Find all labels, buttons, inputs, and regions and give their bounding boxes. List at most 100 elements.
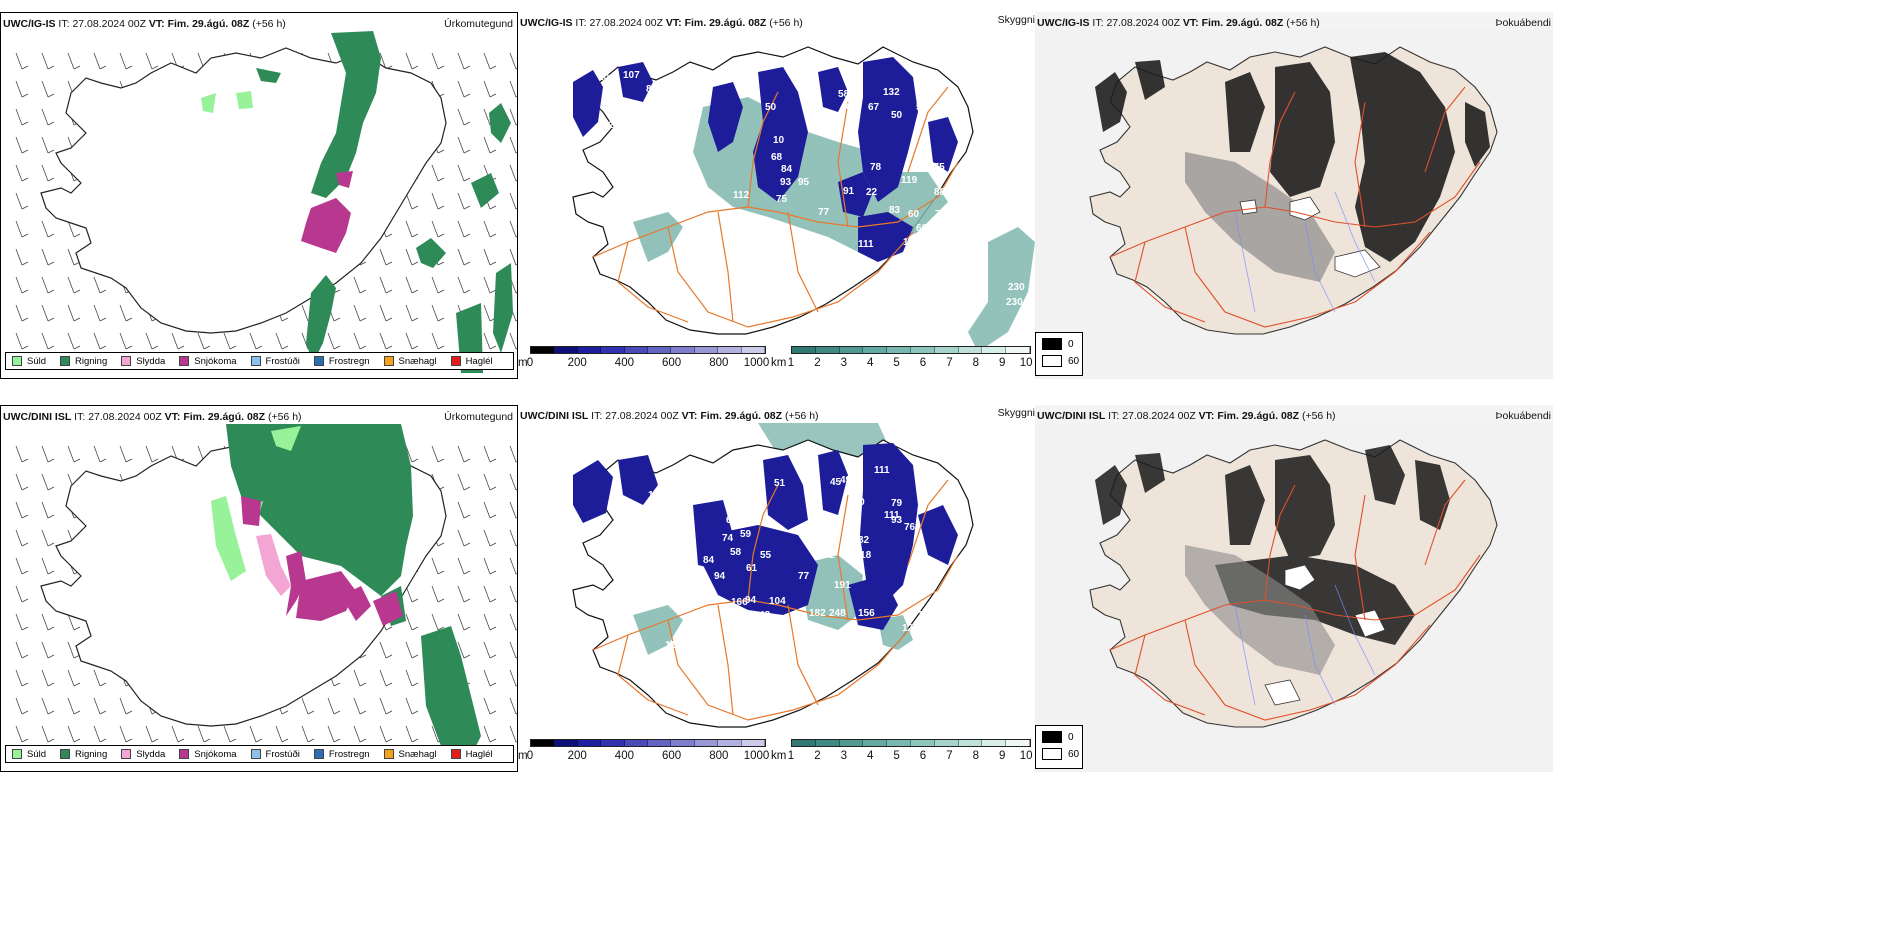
visibility-value-label: 61 — [746, 563, 758, 574]
init-time: 27.08.2024 00Z — [605, 410, 679, 422]
init-label: IT: — [591, 410, 603, 422]
visibility-value-label: 107 — [623, 70, 640, 81]
visibility-value-label: 69 — [726, 515, 738, 526]
visibility-value-label: 45 — [830, 477, 842, 488]
tick-label: 2 — [814, 750, 821, 762]
tick-label: 10 — [1019, 357, 1033, 369]
valid-label: VT: — [1198, 410, 1215, 422]
visibility-value-label: 119 — [901, 175, 918, 186]
rain-swatch — [60, 356, 71, 366]
visibility-value-label: 87 — [919, 493, 931, 504]
visibility-value-label: 202 — [818, 550, 835, 561]
model-name: UWC/IG-IS — [520, 17, 573, 29]
legend-label: Rigning — [75, 355, 108, 367]
road-network — [1109, 479, 1481, 721]
tick-label: 10 — [1019, 750, 1033, 762]
visibility-value-label: 100 — [598, 448, 615, 459]
road-network — [592, 86, 959, 328]
tick-label: 200 — [567, 357, 587, 369]
snow-area — [301, 171, 353, 253]
freezing-drizzle-swatch — [250, 749, 261, 759]
visibility-value-label: 132 — [883, 87, 900, 98]
legend-item: Snjókoma — [179, 356, 237, 367]
legend-item: Rigning — [60, 356, 107, 367]
freezing-rain-swatch — [313, 356, 324, 366]
rain-area — [226, 424, 481, 756]
visibility-value-label: 72 — [675, 192, 687, 203]
tick-label: 800 — [709, 750, 729, 762]
valid-label: VT: — [164, 411, 181, 423]
legend-item: Snæhagl — [383, 356, 437, 367]
valid-time: Fim. 29.ágú. 08Z — [167, 18, 250, 30]
legend-item: Frostregn — [313, 749, 370, 760]
visibility-value-label: 230 — [1006, 297, 1023, 308]
legend-row: 60 — [1042, 355, 1079, 367]
visibility-value-label: 10 — [598, 72, 610, 83]
visibility-value-label: 111 — [858, 239, 874, 250]
model-name: UWC/IG-IS — [1037, 17, 1090, 29]
legend-item: Snæhagl — [383, 749, 437, 760]
height-unit: m — [518, 357, 528, 369]
lead-time: (+56 h) — [769, 17, 803, 29]
visibility-colorbar: km 1 2 3 4 5 6 7 8 9 10 — [771, 344, 1035, 374]
visibility-value-label: 51 — [774, 478, 786, 489]
visibility-value-label: 66 — [916, 223, 928, 234]
legend-label: 0 — [1068, 338, 1074, 350]
visibility-value-label: 118 — [665, 640, 682, 651]
init-label: IT: — [575, 17, 587, 29]
visibility-value-label: 77 — [798, 571, 810, 582]
height-unit: m — [518, 750, 528, 762]
legend-label: Haglél — [465, 748, 493, 760]
valid-label: VT: — [148, 18, 165, 30]
drizzle-area — [201, 91, 253, 113]
precip-type-title: Úrkomutegund — [444, 411, 513, 423]
visibility-value-label: 95 — [798, 177, 810, 188]
tick-label: 200 — [567, 750, 587, 762]
precip-panel-top: UWC/IG-IS IT: 27.08.2024 00Z VT: Fim. 29… — [0, 12, 518, 379]
visibility-value-label: 75 — [776, 194, 788, 205]
init-time: 27.08.2024 00Z — [1106, 17, 1180, 29]
legend-item: Haglél — [450, 748, 493, 760]
legend-label: Súld — [27, 355, 47, 367]
tick-label: 400 — [614, 357, 634, 369]
legend-item: Snjókoma — [179, 749, 237, 760]
precip-type-map — [15, 31, 517, 373]
fog-index-map — [1035, 30, 1553, 379]
tick-label: 8 — [972, 750, 979, 762]
lead-time: (+56 h) — [252, 18, 286, 30]
visibility-value-label: 55 — [760, 550, 772, 561]
visibility-value-label: 76 — [904, 522, 916, 533]
visibility-value-label: 105 — [666, 490, 683, 501]
visibility-value-label: 87 — [646, 84, 658, 95]
visibility-value-label: 74 — [722, 533, 734, 544]
visibility-value-label: 79 — [891, 498, 903, 509]
hail-swatch — [450, 356, 461, 366]
legend-item: Súld — [12, 356, 46, 367]
fog-index-legend: 0 60 — [1035, 332, 1083, 376]
tick-label: 6 — [919, 750, 927, 762]
visibility-value-label: 104 — [918, 610, 935, 621]
tick-label: 8 — [972, 357, 979, 369]
legend-label: 60 — [1068, 748, 1080, 760]
road-network — [1109, 86, 1481, 328]
visibility-value-label: 77 — [818, 207, 830, 218]
fog-shading — [1095, 52, 1490, 262]
legend-item: Frostúði — [250, 356, 300, 367]
fog-panel-top: UWC/IG-IS IT: 27.08.2024 00Z VT: Fim. 29… — [1035, 12, 1553, 379]
visibility-value-label: 82 — [858, 535, 870, 546]
visibility-value-label: 166 — [731, 597, 748, 608]
legend-label: 0 — [1068, 731, 1074, 743]
valid-time: Fim. 29.ágú. 08Z — [1201, 17, 1284, 29]
tick-label: 1000 — [743, 357, 770, 369]
legend-label: Frostregn — [328, 355, 370, 367]
init-time: 27.08.2024 00Z — [589, 17, 663, 29]
visibility-value-label: 50 — [891, 110, 903, 121]
fog-index-title: Þokuábendi — [1495, 410, 1551, 422]
snow-area — [241, 496, 403, 626]
snow-swatch — [179, 356, 190, 366]
visibility-value-label: 69 — [846, 102, 858, 113]
visibility-value-label: 120 — [848, 497, 865, 508]
legend-row: 0 — [1042, 731, 1074, 743]
panel-header: UWC/DINI ISL IT: 27.08.2024 00Z VT: Fim.… — [1037, 410, 1336, 422]
legend-label: Slydda — [136, 748, 166, 760]
